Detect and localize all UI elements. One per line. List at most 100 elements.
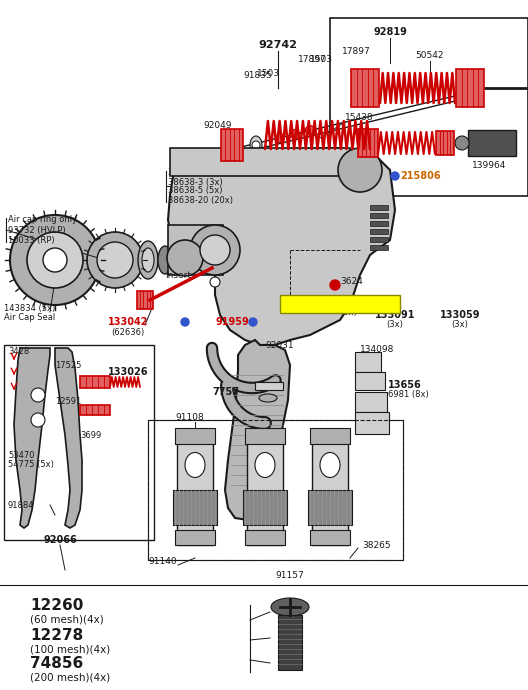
- Text: (3x): (3x): [451, 320, 468, 330]
- Text: 38638-3 (3x): 38638-3 (3x): [168, 177, 223, 186]
- Bar: [4, 345, 154, 540]
- Text: 14993: 14993: [275, 155, 299, 164]
- Bar: [355, 412, 389, 434]
- Bar: [310, 428, 350, 444]
- Text: 3624: 3624: [340, 277, 363, 286]
- Circle shape: [87, 232, 143, 288]
- Text: 133059: 133059: [440, 310, 480, 320]
- Bar: [355, 352, 381, 372]
- Text: 7757: 7757: [212, 387, 239, 397]
- Text: 91884: 91884: [8, 500, 34, 509]
- Ellipse shape: [138, 241, 158, 279]
- Circle shape: [167, 240, 203, 276]
- Bar: [173, 490, 217, 525]
- Text: 74856: 74856: [30, 656, 83, 671]
- Text: Insert: Insert: [165, 271, 191, 281]
- Bar: [245, 530, 285, 545]
- Polygon shape: [168, 148, 395, 345]
- Text: 91157: 91157: [276, 571, 304, 580]
- Circle shape: [27, 232, 83, 288]
- Text: 91140: 91140: [148, 558, 177, 566]
- Text: 38638-5 (5x): 38638-5 (5x): [168, 186, 222, 195]
- Bar: [278, 615, 302, 670]
- Bar: [168, 225, 223, 275]
- Text: (60 mesh)(4x): (60 mesh)(4x): [30, 614, 103, 624]
- Text: 12260: 12260: [30, 598, 83, 613]
- Circle shape: [249, 318, 257, 326]
- Text: 17525: 17525: [55, 360, 81, 370]
- Text: 13656: 13656: [388, 380, 422, 390]
- Text: 92066: 92066: [43, 535, 77, 545]
- Text: 53470: 53470: [8, 451, 34, 460]
- Ellipse shape: [290, 130, 299, 139]
- Circle shape: [97, 242, 133, 278]
- Circle shape: [252, 141, 260, 149]
- Text: 10033 (RP): 10033 (RP): [8, 235, 54, 244]
- Text: 1503: 1503: [257, 68, 279, 77]
- Polygon shape: [55, 348, 82, 528]
- Bar: [308, 490, 352, 525]
- Circle shape: [330, 280, 340, 290]
- Bar: [370, 245, 388, 250]
- Ellipse shape: [255, 453, 275, 477]
- Ellipse shape: [142, 248, 154, 272]
- Text: 92819: 92819: [373, 27, 407, 37]
- Ellipse shape: [250, 136, 262, 154]
- Text: 240: 240: [342, 179, 359, 188]
- Bar: [280, 295, 400, 313]
- Text: (200 mesh)(4x): (200 mesh)(4x): [30, 672, 110, 682]
- Bar: [255, 382, 283, 390]
- Text: 17897: 17897: [342, 48, 371, 57]
- Text: (100 mesh)(4x): (100 mesh)(4x): [30, 644, 110, 654]
- Bar: [370, 237, 388, 242]
- Text: 215806: 215806: [400, 171, 441, 181]
- Circle shape: [31, 388, 45, 402]
- Text: 133067: 133067: [340, 297, 381, 307]
- Circle shape: [354, 156, 362, 164]
- Text: Air Cap Seal: Air Cap Seal: [4, 313, 55, 322]
- Bar: [330, 18, 528, 196]
- Bar: [148, 420, 403, 560]
- Circle shape: [31, 413, 45, 427]
- Text: 133042: 133042: [108, 317, 148, 327]
- Bar: [245, 428, 285, 444]
- Bar: [177, 430, 213, 545]
- Bar: [370, 205, 388, 210]
- Text: 92031: 92031: [265, 340, 294, 350]
- Text: 15438: 15438: [345, 113, 374, 123]
- Text: (3x): (3x): [386, 320, 403, 330]
- Text: * SEE WARNING: * SEE WARNING: [300, 299, 380, 308]
- Circle shape: [200, 235, 230, 265]
- Text: 17897: 17897: [298, 55, 326, 64]
- Text: Air cap ring only: Air cap ring only: [8, 215, 77, 224]
- Circle shape: [391, 172, 399, 180]
- Text: 92742: 92742: [259, 40, 297, 50]
- Bar: [370, 213, 388, 218]
- Ellipse shape: [320, 453, 340, 477]
- Bar: [137, 291, 153, 309]
- Text: (3x): (3x): [340, 308, 357, 317]
- Bar: [355, 372, 385, 390]
- Text: 92049: 92049: [204, 121, 232, 130]
- Text: 91959: 91959: [215, 317, 249, 327]
- Polygon shape: [14, 348, 50, 528]
- Ellipse shape: [158, 246, 172, 274]
- Text: 12591: 12591: [55, 397, 81, 406]
- Text: (62636): (62636): [111, 328, 145, 337]
- Bar: [243, 490, 287, 525]
- Circle shape: [43, 248, 67, 272]
- Bar: [355, 392, 387, 412]
- Text: 143834 (5x): 143834 (5x): [4, 304, 55, 313]
- Text: 12278: 12278: [30, 627, 83, 642]
- Text: 38638-20 (20x): 38638-20 (20x): [168, 195, 233, 204]
- Text: 3428: 3428: [8, 348, 29, 357]
- Circle shape: [181, 318, 189, 326]
- Text: 54775 (5x): 54775 (5x): [8, 460, 54, 469]
- Text: 14605: 14605: [300, 153, 324, 163]
- Bar: [370, 221, 388, 226]
- Bar: [170, 148, 350, 176]
- Text: 23275: 23275: [242, 161, 266, 170]
- Text: 133026: 133026: [108, 367, 148, 377]
- Text: 93732 (HVLP): 93732 (HVLP): [8, 226, 65, 235]
- Text: 139964: 139964: [472, 161, 506, 170]
